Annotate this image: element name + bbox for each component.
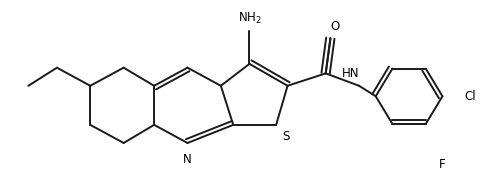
Text: HN: HN [341,67,359,80]
Text: N: N [183,154,192,167]
Text: NH$_2$: NH$_2$ [238,11,261,26]
Text: Cl: Cl [464,90,476,103]
Text: F: F [439,158,446,171]
Text: S: S [282,130,289,143]
Text: O: O [331,20,340,33]
